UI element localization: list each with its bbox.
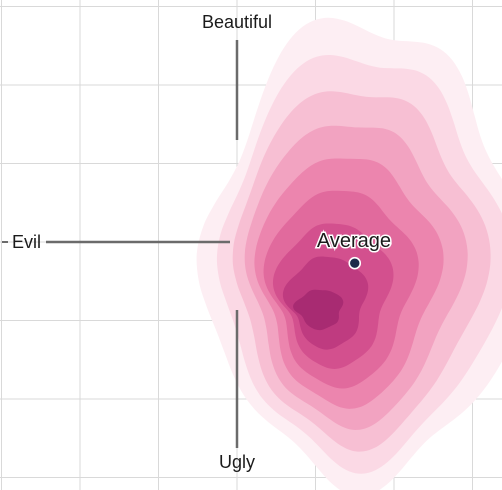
average-marker — [348, 256, 362, 270]
axis-labels: Beautiful Ugly Evil Average — [12, 12, 393, 472]
density-contour-level-9 — [293, 289, 344, 331]
average-label: Average — [317, 230, 391, 252]
density-contours — [196, 17, 502, 490]
y-axis-negative-label: Ugly — [219, 452, 255, 472]
x-axis-negative-label: Evil — [12, 232, 41, 252]
y-axis-positive-label: Beautiful — [202, 12, 272, 32]
axes — [2, 40, 239, 448]
